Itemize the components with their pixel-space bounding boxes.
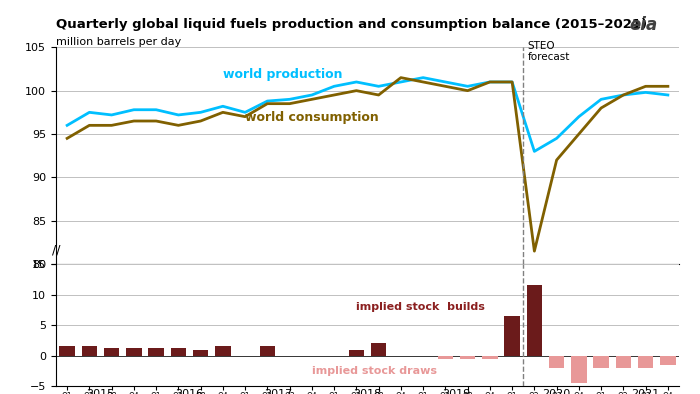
Bar: [193, 349, 209, 356]
Text: world production: world production: [223, 68, 342, 81]
Text: implied stock  builds: implied stock builds: [356, 302, 485, 312]
Bar: [60, 346, 75, 356]
Text: eia: eia: [630, 16, 658, 34]
Bar: [571, 356, 587, 383]
Bar: [482, 356, 498, 359]
Text: 2020: 2020: [542, 389, 570, 394]
Bar: [126, 348, 141, 356]
Bar: [349, 349, 364, 356]
Text: 2017: 2017: [265, 389, 293, 394]
Bar: [638, 356, 653, 368]
Text: 2015: 2015: [86, 389, 115, 394]
Bar: [594, 356, 609, 368]
Text: million barrels per day: million barrels per day: [56, 37, 181, 47]
Bar: [171, 348, 186, 356]
Bar: [660, 356, 675, 365]
Bar: [148, 348, 164, 356]
Bar: [615, 356, 631, 368]
Text: //: //: [52, 244, 60, 257]
Bar: [104, 348, 120, 356]
Bar: [504, 316, 520, 356]
Text: 2016: 2016: [176, 389, 204, 394]
Bar: [460, 356, 475, 359]
Text: 2019: 2019: [442, 389, 470, 394]
Bar: [549, 356, 564, 368]
Bar: [215, 346, 231, 356]
Bar: [371, 344, 386, 356]
Text: implied stock draws: implied stock draws: [312, 366, 437, 376]
Text: 2021: 2021: [631, 389, 659, 394]
Bar: [82, 346, 97, 356]
Text: 2018: 2018: [354, 389, 382, 394]
Bar: [526, 286, 542, 356]
Text: STEO
forecast: STEO forecast: [528, 41, 570, 62]
Text: Quarterly global liquid fuels production and consumption balance (2015–2021): Quarterly global liquid fuels production…: [56, 18, 647, 31]
Text: world consumption: world consumption: [245, 111, 379, 124]
Bar: [438, 356, 453, 359]
Bar: [260, 346, 275, 356]
